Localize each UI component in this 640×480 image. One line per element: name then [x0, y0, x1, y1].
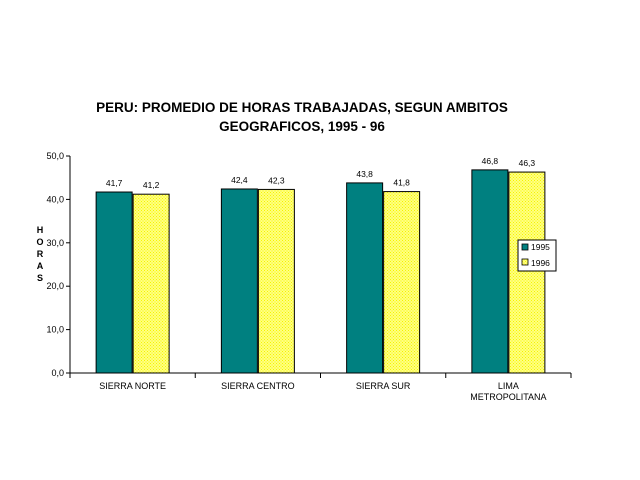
x-category-label: SIERRA CENTRO [221, 381, 295, 391]
data-labels: 41,7 42,4 43,8 46,8 41,2 42,3 41,8 46,3 [106, 156, 536, 190]
bar-1996-1 [257, 188, 295, 374]
bar-1996-2 [383, 191, 421, 374]
chart-title-line-1: PERU: PROMEDIO DE HORAS TRABAJADAS, SEGU… [96, 100, 508, 115]
data-label-1995-2: 43,8 [356, 169, 373, 179]
legend-label-1995: 1995 [531, 242, 550, 252]
data-label-1995-1: 42,4 [231, 175, 248, 185]
y-axis: 0,0 10,0 20,0 30,0 40,0 50,0 [46, 151, 71, 378]
data-label-1995-0: 41,7 [106, 178, 123, 188]
y-tick-label: 20,0 [46, 281, 64, 291]
x-category-label: LIMA [498, 381, 519, 391]
y-tick-label: 10,0 [46, 325, 64, 335]
legend: 1995 1996 [517, 239, 557, 272]
legend-swatch-1995 [521, 243, 529, 251]
x-axis: SIERRA NORTE SIERRA CENTRO SIERRA SUR LIMAM… [69, 372, 572, 402]
y-tick-label: 50,0 [46, 151, 64, 161]
data-label-1996-3: 46,3 [519, 158, 536, 168]
bar-1996-3 [508, 171, 546, 374]
bar-1996-0 [132, 193, 170, 374]
chart-title-line-2: GEOGRAFICOS, 1995 - 96 [219, 119, 385, 134]
bar-1995-2 [346, 182, 384, 374]
legend-swatch-1996 [521, 258, 529, 266]
x-category-label: SIERRA NORTE [99, 381, 166, 391]
bar-1995-3 [471, 169, 509, 374]
y-tick-label: 0,0 [51, 368, 64, 378]
data-label-1996-2: 41,8 [393, 178, 410, 188]
bar-1995-1 [220, 188, 258, 374]
x-category-label: METROPOLITANA [470, 392, 546, 402]
data-label-1996-0: 41,2 [143, 180, 160, 190]
bars [95, 169, 546, 374]
y-tick-label: 30,0 [46, 238, 64, 248]
bar-1995-0 [95, 191, 133, 374]
data-label-1995-3: 46,8 [482, 156, 499, 166]
y-tick-label: 40,0 [46, 194, 64, 204]
x-category-label: SIERRA SUR [356, 381, 411, 391]
data-label-1996-1: 42,3 [268, 175, 285, 185]
legend-label-1996: 1996 [531, 258, 550, 268]
